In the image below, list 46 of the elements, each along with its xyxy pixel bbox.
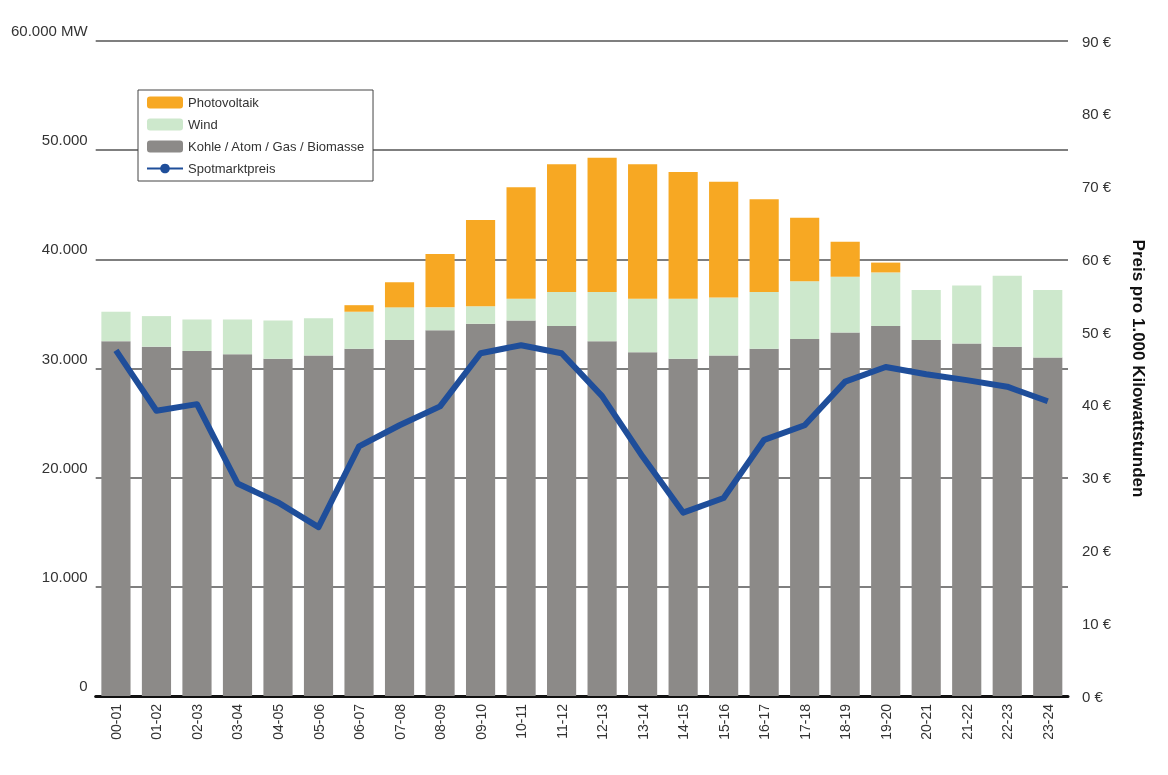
y2-tick-label: 0 € [1082,687,1104,705]
y2-axis-title: Preis pro 1.000 Kilowattstunden [1129,239,1148,498]
x-tick-label: 07-08 [391,703,408,740]
y2-tick-label: 20 € [1082,541,1112,559]
y-tick-label: 60.000 MW [11,22,89,39]
x-tick-label: 03-04 [229,703,246,740]
y2-tick-label: 80 € [1082,105,1112,123]
legend-label: Spotmarktpreis [188,161,276,176]
x-tick-label: 22-23 [999,703,1016,740]
y2-tick-label: 50 € [1082,323,1112,341]
x-tick-label: 00-01 [107,703,124,740]
y2-tick-label: 30 € [1082,469,1112,487]
y2-tick-label: 40 € [1082,396,1112,414]
x-tick-label: 14-15 [675,703,692,740]
x-tick-label: 23-24 [1039,703,1056,740]
x-tick-label: 15-16 [715,703,732,740]
x-tick-label: 16-17 [756,703,773,740]
x-tick-label: 20-21 [918,703,935,740]
x-tick-label: 18-19 [837,703,854,740]
x-tick-label: 02-03 [188,703,205,740]
x-tick-label: 04-05 [270,703,287,740]
x-tick-label: 11-12 [553,703,570,739]
x-tick-label: 09-10 [472,703,489,740]
y-tick-label: 50.000 [41,131,88,149]
legend-label: Kohle / Atom / Gas / Biomasse [188,139,365,154]
legend-label: Photovoltaik [188,95,260,110]
x-tick-label: 17-18 [796,703,813,740]
y2-tick-label: 60 € [1082,250,1112,268]
y-tick-label: 10.000 [41,567,88,585]
x-tick-label: 06-07 [351,703,368,740]
y-tick-label: 30.000 [41,349,88,367]
x-tick-label: 12-13 [594,703,611,740]
x-tick-label: 08-09 [432,703,449,740]
x-tick-label: 21-22 [958,703,975,740]
legend-label: Wind [188,117,218,132]
y2-tick-label: 70 € [1082,178,1112,196]
x-tick-label: 10-11 [513,703,530,739]
y-tick-label: 40.000 [41,240,88,258]
x-tick-label: 19-20 [877,703,894,740]
y-tick-label: 0 [79,677,88,694]
y2-tick-label: 90 € [1082,32,1112,50]
x-tick-label: 05-06 [310,703,327,740]
x-tick-label: 01-02 [148,703,165,740]
x-tick-label: 13-14 [634,703,651,740]
y-tick-label: 20.000 [41,458,88,476]
y2-tick-label: 10 € [1082,614,1112,632]
